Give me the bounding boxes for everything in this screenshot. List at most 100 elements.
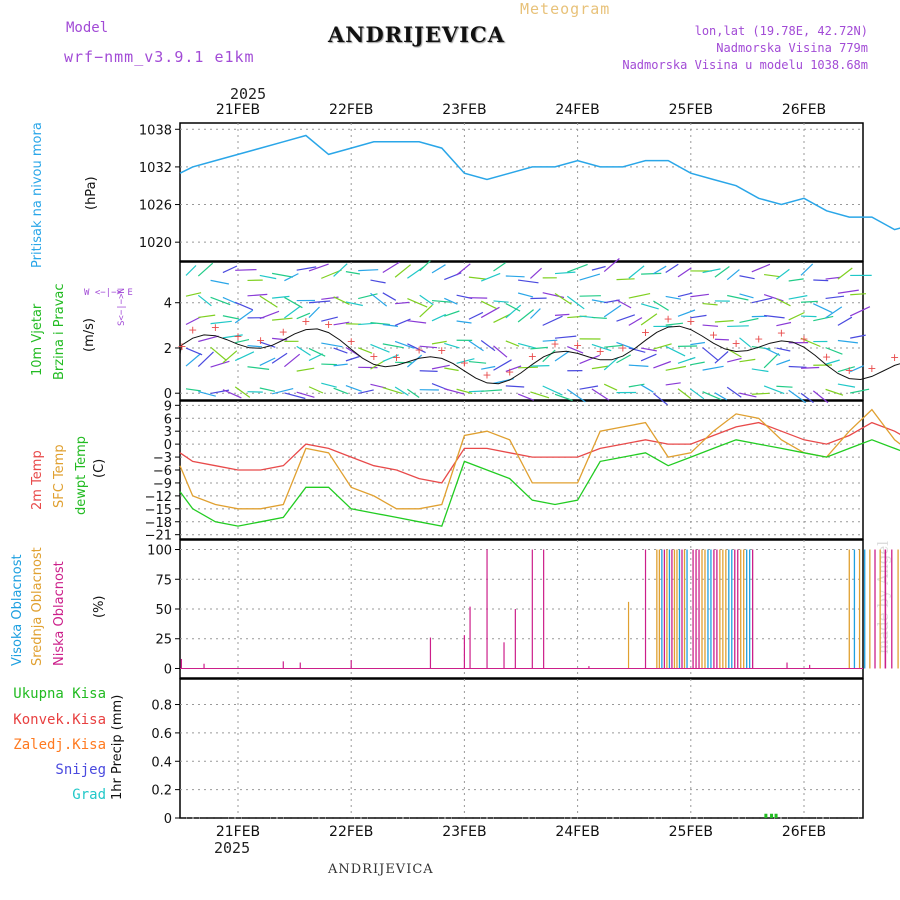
wind-arrow	[825, 306, 843, 319]
wind-arrow	[234, 386, 251, 398]
wind-arrow	[776, 359, 791, 366]
wind-arrow	[604, 344, 623, 348]
wind-arrow	[764, 273, 781, 278]
legend-freezing-rain: Zaledj.Kisa	[13, 737, 106, 753]
wind-arrow	[763, 385, 785, 395]
wind-arrow	[800, 392, 814, 404]
wind-arrow	[419, 260, 431, 272]
wind-arrow	[653, 343, 672, 350]
wind-arrow	[665, 295, 682, 300]
wind-arrow	[554, 292, 572, 305]
wind-arrow	[763, 347, 781, 356]
wind-arrow	[272, 295, 290, 299]
wind-arrow	[628, 347, 646, 353]
wind-arrow	[456, 263, 471, 276]
wind-arrow	[579, 385, 599, 390]
wind-arrow	[665, 263, 679, 273]
wind-gust-marker: +	[188, 324, 197, 337]
wind-arrow	[308, 306, 320, 318]
wind-arrow	[271, 388, 294, 395]
wind-arrow	[567, 263, 588, 273]
wind-arrow	[714, 320, 734, 323]
wind-arrow	[395, 301, 410, 305]
y-tick-label: 1026	[139, 199, 172, 214]
sfc-temp-line	[179, 408, 900, 510]
wind-arrow	[210, 296, 231, 306]
wind-arrow	[554, 393, 573, 402]
wind-arrow	[628, 383, 645, 388]
wind-arrow	[419, 294, 434, 306]
wind-arrow	[259, 295, 278, 308]
wind-arrow	[480, 300, 497, 310]
wind-arrow	[382, 386, 403, 394]
wind-arrow	[444, 388, 465, 395]
wind-gust-marker: +	[731, 337, 740, 350]
wind-arrow	[591, 343, 612, 352]
panel-frame-wind	[179, 261, 864, 401]
y-tick-label: −9	[153, 477, 172, 492]
wind-arrow	[234, 301, 254, 311]
wind-arrow	[308, 300, 331, 304]
wind-arrow	[591, 265, 606, 271]
wind-arrow	[776, 347, 791, 352]
wind-arrow	[468, 311, 484, 320]
model-elevation-text: Nadmorska Visina u modelu 1038.68m	[622, 58, 868, 72]
coords-text: lon,lat (19.78E, 42.72N)	[694, 24, 868, 38]
wind-arrow	[714, 338, 729, 341]
wind-arrow	[616, 354, 631, 364]
wind-arrow	[198, 314, 216, 319]
wind-arrow	[517, 309, 534, 323]
wind-arrow	[407, 343, 426, 354]
wind-arrow	[505, 365, 522, 372]
wind-arrow	[185, 347, 203, 356]
wind-arrow	[825, 388, 844, 396]
y-tick-label: 0	[164, 662, 172, 677]
day-label-bottom: 23FEB	[442, 824, 486, 840]
wind-arrow	[554, 350, 570, 362]
wind-gust-marker: +	[641, 326, 650, 339]
wind-arrow	[653, 265, 667, 275]
wind-arrow	[259, 387, 276, 392]
pressure-line	[179, 134, 900, 231]
y-tick-label: 4	[164, 297, 172, 312]
wind-arrow	[566, 295, 585, 310]
wind-arrow	[567, 345, 584, 354]
day-label-top: 26FEB	[782, 102, 826, 118]
wind-arrow	[727, 294, 749, 301]
y-tick-label: 50	[155, 603, 172, 618]
wind-arrow	[702, 302, 718, 306]
model-label: Model	[66, 20, 109, 36]
wind-arrow	[850, 334, 866, 339]
precip-bar	[764, 813, 768, 818]
y-tick-label: 0	[164, 438, 172, 453]
wind-arrow	[800, 263, 814, 276]
wind-arrow	[603, 304, 622, 318]
wind-arrow	[542, 339, 558, 342]
wind-arrow	[825, 295, 845, 300]
day-label-top: 23FEB	[442, 102, 486, 118]
wind-arrow	[849, 365, 864, 373]
wind-gust-marker: +	[618, 342, 627, 355]
wind-arrow	[505, 385, 525, 388]
wind-arrow	[345, 271, 361, 275]
day-label-top: 21FEB	[216, 102, 260, 118]
wind-arrow	[197, 351, 214, 367]
wind-arrow	[788, 295, 808, 300]
wind-arrow	[800, 366, 820, 369]
wind-arrow	[751, 263, 771, 273]
wind-arrow	[640, 384, 654, 393]
y-tick-label: 0.2	[151, 784, 172, 799]
wind-arrow	[628, 293, 651, 299]
wind-arrow	[837, 289, 859, 294]
wind-arrow	[480, 306, 500, 319]
wind-arrow	[554, 313, 570, 316]
legend-total-rain: Ukupna Kisa	[13, 686, 106, 702]
wind-gust-marker: +	[754, 333, 763, 346]
wind-arrow	[185, 265, 197, 276]
wind-arrow	[407, 320, 427, 324]
day-label-bottom: 25FEB	[669, 824, 713, 840]
wind-arrow	[800, 337, 821, 348]
y-tick-label: −21	[145, 529, 172, 544]
day-label-top: 22FEB	[329, 102, 373, 118]
